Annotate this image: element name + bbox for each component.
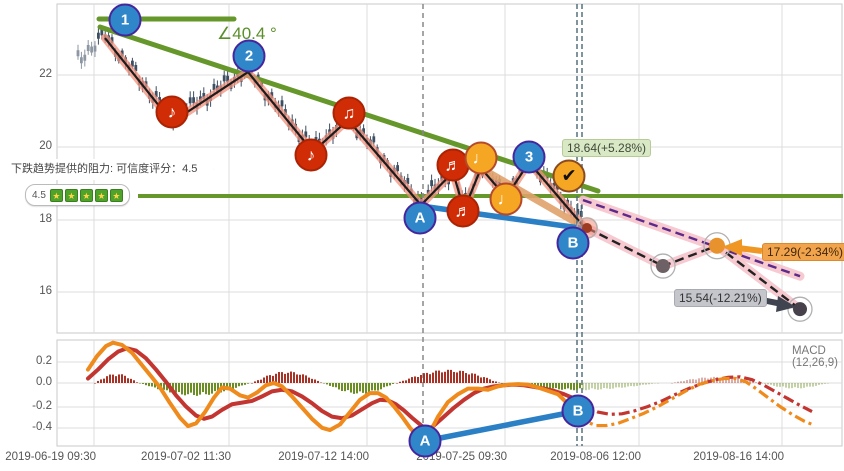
rating-star-icon: ★ xyxy=(109,188,123,202)
macd-y-tick-label: 0.2 xyxy=(36,355,52,367)
signal-marker-♬-main[interactable]: ♬ xyxy=(446,194,480,228)
target-price-label-high[interactable]: 18.64(+5.28%) xyxy=(562,139,652,157)
y-tick-label: 18 xyxy=(39,213,52,225)
macd-params-label: MACD (12,26,9) xyxy=(791,345,838,369)
signal-marker-✔-main[interactable]: ✔ xyxy=(552,159,586,193)
pivot-marker-a-macd[interactable]: A xyxy=(408,424,442,458)
x-tick-label: 2019-08-16 14:00 xyxy=(693,451,784,463)
y-tick-label: 20 xyxy=(39,140,52,152)
confidence-rating-pill[interactable]: 4.5 ★ ★ ★ ★ ★ xyxy=(25,184,130,206)
macd-y-tick-label: 0.0 xyxy=(36,376,52,388)
target-price-label-low[interactable]: 15.54(-12.21%) xyxy=(674,289,767,307)
x-tick-label: 2019-07-02 11:30 xyxy=(141,451,231,463)
pivot-marker-b-main[interactable]: B xyxy=(556,226,590,260)
forecast-paths xyxy=(576,195,813,322)
macd-y-tick-label: -0.2 xyxy=(32,400,52,412)
signal-marker-♫-main[interactable]: ♫ xyxy=(332,96,366,130)
rating-star-icon: ★ xyxy=(49,188,63,202)
macd-histogram xyxy=(94,369,829,396)
macd-y-tick-label: -0.4 xyxy=(32,421,52,433)
rating-value: 4.5 xyxy=(32,189,46,201)
y-tick-label: 22 xyxy=(39,68,52,80)
signal-marker-♩-main[interactable]: ♩ xyxy=(489,182,523,216)
pivot-marker-b-macd[interactable]: B xyxy=(561,394,595,428)
trend-angle-label: ∠40.4 ° xyxy=(217,24,277,43)
pivot-marker-3-main[interactable]: 3 xyxy=(512,140,546,174)
rating-star-icon: ★ xyxy=(64,188,78,202)
signal-marker-♬-main[interactable]: ♬ xyxy=(436,148,470,182)
x-tick-label: 2019-08-06 12:00 xyxy=(550,451,641,463)
x-tick-label: 2019-07-12 14:00 xyxy=(278,451,369,463)
resistance-callout[interactable]: 下跌趋势提供的阻力: 可信度评分：4.5 xyxy=(4,159,213,180)
pivot-marker-2-main[interactable]: 2 xyxy=(232,39,266,73)
x-tick-label: 2019-07-25 09:30 xyxy=(416,451,507,463)
target-price-label-mid[interactable]: 17.29(-2.34%) xyxy=(762,243,844,261)
pivot-marker-1-main[interactable]: 1 xyxy=(108,3,142,37)
signal-marker-♩-main[interactable]: ♩ xyxy=(464,141,498,175)
signal-marker-♪-main[interactable]: ♪ xyxy=(155,95,189,129)
pivot-marker-a-main[interactable]: A xyxy=(403,201,437,235)
rating-star-icon: ★ xyxy=(94,188,108,202)
rating-star-icon: ★ xyxy=(79,188,93,202)
signal-marker-♪-main[interactable]: ♪ xyxy=(294,138,328,172)
x-tick-label: 2019-06-19 09:30 xyxy=(5,451,96,463)
ab-line-macd xyxy=(422,408,581,444)
macd-lines xyxy=(86,340,816,444)
y-tick-label: 16 xyxy=(39,285,52,297)
